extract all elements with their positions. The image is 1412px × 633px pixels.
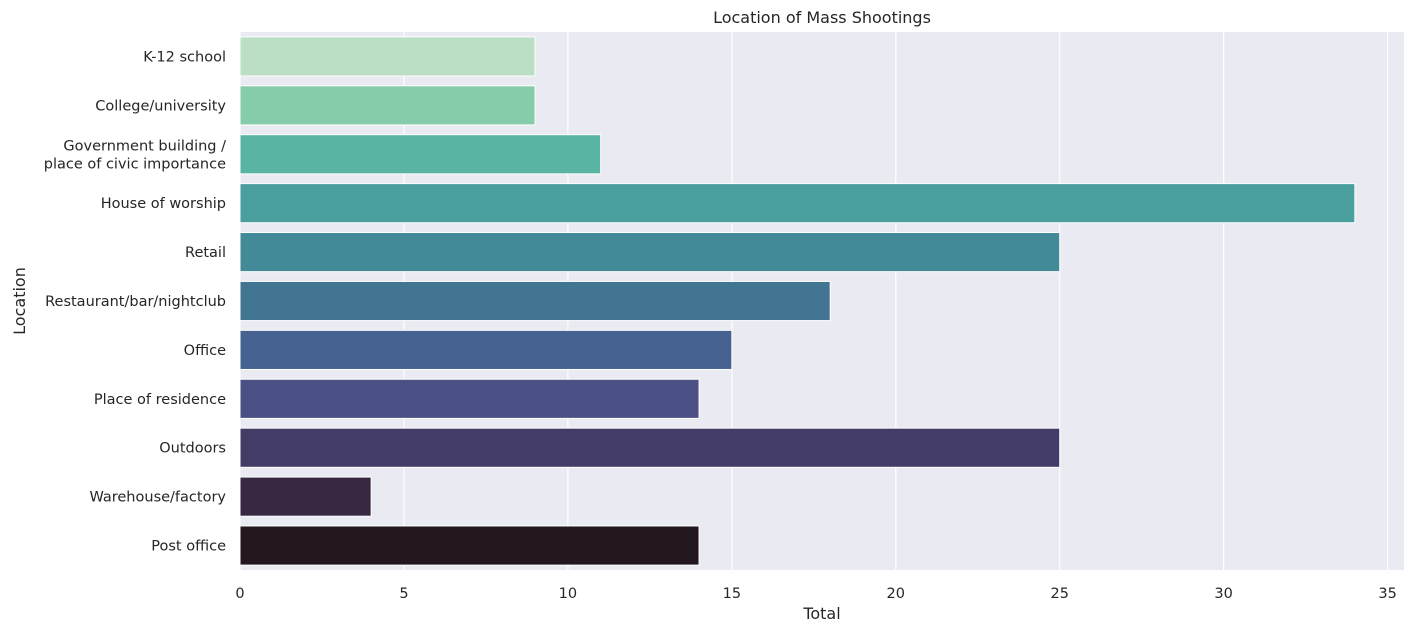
chart-title: Location of Mass Shootings — [713, 8, 931, 27]
bar — [239, 427, 1061, 468]
y-tick-label: place of civic importance — [44, 156, 226, 172]
bar — [239, 36, 536, 77]
x-tick-label: 30 — [1214, 586, 1232, 602]
bar — [239, 183, 1356, 224]
y-tick-label: Office — [184, 343, 226, 359]
bar — [239, 232, 1061, 273]
bar — [239, 378, 700, 419]
y-tick-label: Place of residence — [94, 392, 226, 408]
y-tick-label: Outdoors — [159, 441, 226, 457]
bar — [239, 85, 536, 126]
y-tick-label: College/university — [95, 98, 226, 114]
bar — [239, 280, 831, 322]
bar — [239, 329, 733, 370]
x-tick-label: 25 — [1050, 586, 1068, 602]
x-tick-label: 20 — [887, 586, 905, 602]
x-tick-labels: 0 5 10 15 20 25 30 35 — [235, 586, 1396, 602]
y-tick-label: Warehouse/factory — [89, 490, 226, 506]
x-tick-label: 15 — [723, 586, 741, 602]
bars — [239, 36, 1356, 566]
x-tick-label: 5 — [399, 586, 408, 602]
x-tick-label: 10 — [559, 586, 577, 602]
y-tick-label: Government building / — [63, 138, 226, 154]
x-tick-label: 0 — [235, 586, 244, 602]
bar — [239, 134, 602, 175]
y-tick-labels: K-12 school College/university Government … — [44, 49, 227, 554]
y-tick-label: House of worship — [101, 196, 226, 212]
y-axis-label: Location — [10, 267, 29, 335]
y-tick-label: Restaurant/bar/nightclub — [45, 294, 226, 310]
y-tick-label: Post office — [151, 539, 226, 555]
bar — [239, 525, 700, 566]
bar — [239, 476, 372, 517]
x-tick-label: 35 — [1378, 586, 1396, 602]
y-tick-label: K-12 school — [143, 49, 226, 65]
x-axis-label: Total — [802, 604, 840, 623]
y-tick-label: Retail — [185, 245, 226, 261]
